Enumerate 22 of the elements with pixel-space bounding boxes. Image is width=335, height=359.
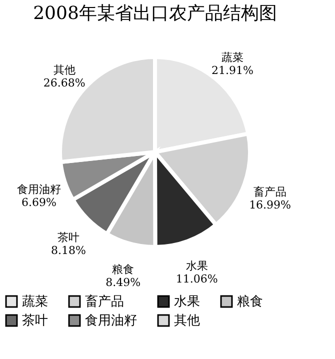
data-label: 26.68% (43, 76, 86, 90)
legend-label: 蔬菜 (22, 294, 48, 310)
chart-title: 2008年某省出口农产品结构图 (33, 3, 277, 24)
slice-label: 水果 (186, 260, 208, 273)
slice-label: 茶叶 (58, 231, 80, 244)
data-label: 8.49% (106, 276, 141, 289)
data-label: 21.91% (212, 64, 254, 77)
slice-label: 畜产品 (254, 186, 287, 199)
legend-label: 水果 (174, 294, 200, 310)
data-label: 11.06% (176, 272, 218, 286)
slice-label: 食用油籽 (17, 182, 62, 196)
slice-label: 其他 (53, 63, 76, 76)
slice-label: 蔬菜 (222, 50, 244, 64)
legend-label: 其他 (174, 314, 200, 328)
legend-label: 畜产品 (85, 294, 124, 310)
data-label: 6.69% (22, 196, 57, 209)
legend-label: 茶叶 (22, 314, 48, 328)
legend-label: 粮食 (237, 294, 263, 310)
slice-label: 粮食 (112, 262, 134, 276)
data-label: 16.99% (249, 198, 292, 212)
legend-label: 食用油籽 (85, 314, 137, 328)
data-label: 8.18% (51, 244, 86, 258)
